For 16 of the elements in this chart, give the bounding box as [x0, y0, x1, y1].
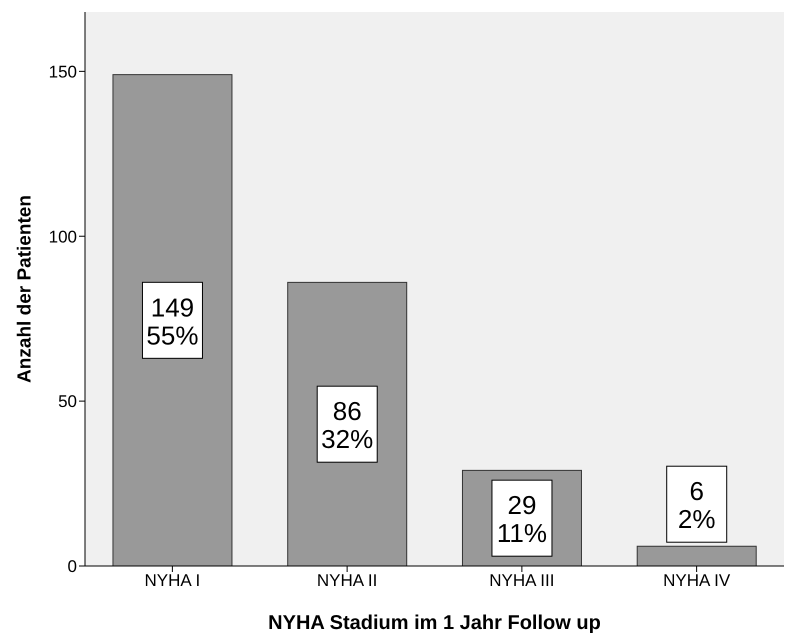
x-tick-label: NYHA III — [489, 571, 554, 590]
data-label: 86 32% — [321, 396, 374, 454]
y-tick-label: 100 — [48, 227, 77, 246]
y-tick-label: 0 — [68, 557, 77, 576]
data-label: 149 55% — [146, 292, 198, 350]
bar — [636, 546, 757, 566]
x-tick-label: NYHA I — [144, 571, 200, 590]
data-label: 29 11% — [496, 490, 548, 548]
x-axis-title: NYHA Stadium im 1 Jahr Follow up — [268, 612, 601, 634]
bar — [112, 74, 232, 566]
y-tick-label: 50 — [58, 392, 77, 412]
y-tick-label: 150 — [48, 62, 77, 82]
x-tick-label: NYHA IV — [663, 571, 731, 590]
y-axis-title: Anzahl der Patienten — [14, 195, 36, 383]
x-tick-label: NYHA II — [316, 571, 378, 590]
data-label: 6 2% — [678, 476, 716, 534]
